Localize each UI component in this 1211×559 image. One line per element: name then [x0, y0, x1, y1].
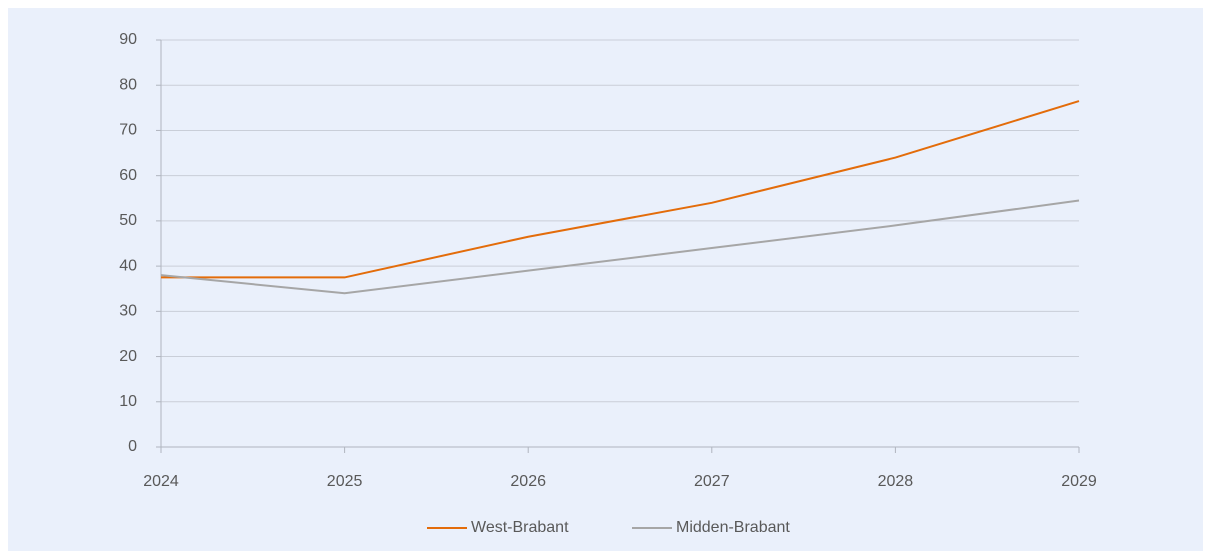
y-tick-label: 10: [119, 393, 137, 410]
y-tick-label: 0: [128, 438, 137, 455]
x-tick-label: 2026: [510, 473, 546, 490]
y-tick-label: 80: [119, 76, 137, 93]
chart-background: [8, 8, 1203, 551]
y-tick-label: 70: [119, 122, 137, 139]
y-tick-label: 90: [119, 31, 137, 48]
x-tick-label: 2024: [143, 473, 179, 490]
y-tick-label: 30: [119, 303, 137, 320]
line-series: [160, 199, 1080, 295]
line-series: [161, 100, 1080, 279]
x-tick-label: 2027: [694, 473, 730, 490]
y-tick-label: 50: [119, 212, 137, 229]
legend-label: West-Brabant: [471, 519, 569, 536]
x-tick-label: 2028: [878, 473, 914, 490]
legend-label: Midden-Brabant: [676, 519, 790, 536]
y-tick-label: 20: [119, 348, 137, 365]
x-tick-label: 2025: [327, 473, 363, 490]
y-tick-label: 60: [119, 167, 137, 184]
y-tick-label: 40: [119, 257, 137, 274]
x-tick-label: 2029: [1061, 473, 1097, 490]
